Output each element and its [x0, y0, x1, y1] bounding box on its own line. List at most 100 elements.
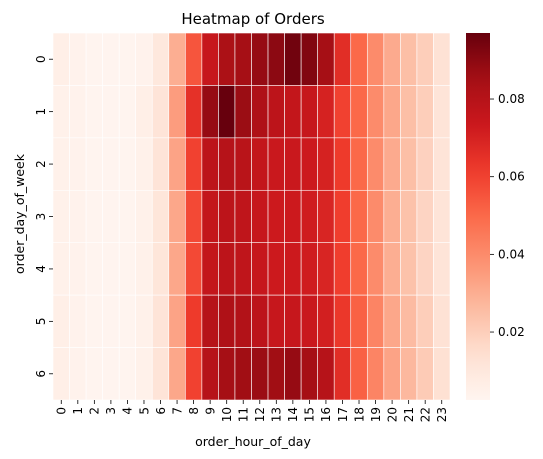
- heatmap-cell: [400, 137, 418, 191]
- x-tick-label: 11: [237, 407, 251, 422]
- heatmap-cell: [135, 242, 153, 296]
- heatmap-cell: [85, 32, 103, 86]
- heatmap-cell: [350, 294, 368, 348]
- heatmap-cell: [267, 189, 285, 244]
- heatmap-cell: [251, 242, 269, 296]
- heatmap-cell: [201, 242, 219, 296]
- heatmap-cell: [267, 347, 285, 401]
- heatmap-cells: [52, 32, 451, 401]
- heatmap-cell: [234, 85, 252, 139]
- heatmap-cell: [168, 347, 186, 401]
- heatmap-cell: [251, 32, 269, 86]
- heatmap-cell: [52, 32, 70, 86]
- heatmap-cell: [433, 242, 451, 296]
- x-tick-label: 15: [303, 407, 317, 422]
- heatmap-cell: [300, 137, 318, 191]
- heatmap-cell: [333, 85, 352, 139]
- heatmap-cell: [118, 347, 137, 401]
- heatmap-cell: [185, 294, 203, 348]
- heatmap-cell: [284, 32, 302, 86]
- heatmap-cell: [168, 294, 186, 348]
- heatmap-cell: [416, 189, 434, 244]
- heatmap-cell: [69, 32, 87, 86]
- heatmap-cell: [383, 85, 401, 139]
- x-tick-label: 8: [187, 407, 201, 415]
- heatmap-cell: [433, 294, 451, 348]
- heatmap-cell: [151, 189, 170, 244]
- heatmap-cell: [52, 137, 70, 191]
- heatmap-cell: [118, 242, 137, 296]
- heatmap-cell: [333, 347, 352, 401]
- heatmap-cell: [284, 347, 302, 401]
- colorbar-tick-label: 0.08: [498, 92, 525, 106]
- heatmap-cell: [300, 189, 318, 244]
- heatmap-cell: [350, 242, 368, 296]
- heatmap-cell: [267, 32, 285, 86]
- heatmap-cell: [102, 137, 120, 191]
- heatmap-cell: [118, 137, 137, 191]
- heatmap-cell: [433, 32, 451, 86]
- heatmap-cell: [317, 242, 335, 296]
- heatmap-cell: [102, 242, 120, 296]
- heatmap-cell: [102, 32, 120, 86]
- heatmap-cell: [151, 242, 170, 296]
- heatmap-cell: [383, 189, 401, 244]
- heatmap-cell: [185, 137, 203, 191]
- colorbar: [466, 33, 490, 400]
- y-tick-label: 3: [34, 213, 48, 221]
- heatmap-cell: [416, 294, 434, 348]
- heatmap-cell: [135, 85, 153, 139]
- heatmap-cell: [85, 137, 103, 191]
- heatmap-cell: [218, 32, 236, 86]
- heatmap-cell: [251, 294, 269, 348]
- heatmap-cell: [251, 137, 269, 191]
- heatmap-cell: [366, 85, 385, 139]
- colorbar-ticks: 0.02 0.04 0.06 0.08: [490, 92, 525, 339]
- heatmap-cell: [383, 242, 401, 296]
- x-tick-label: 9: [203, 407, 217, 415]
- heatmap-cell: [433, 189, 451, 244]
- x-tick-label: 19: [369, 407, 383, 422]
- heatmap-cell: [350, 85, 368, 139]
- heatmap-cell: [416, 242, 434, 296]
- x-tick-label: 7: [170, 407, 184, 415]
- colorbar-tick-label: 0.06: [498, 170, 525, 184]
- heatmap-cell: [151, 347, 170, 401]
- y-tick-label: 6: [34, 370, 48, 378]
- heatmap-cell: [300, 242, 318, 296]
- heatmap-cell: [218, 137, 236, 191]
- heatmap-cell: [433, 137, 451, 191]
- heatmap-cell: [366, 242, 385, 296]
- heatmap-cell: [284, 85, 302, 139]
- heatmap-cell: [383, 137, 401, 191]
- heatmap-cell: [317, 137, 335, 191]
- heatmap-cell: [151, 137, 170, 191]
- colorbar-tick-label: 0.04: [498, 247, 525, 261]
- y-tick-label: 5: [34, 318, 48, 326]
- heatmap-cell: [218, 85, 236, 139]
- heatmap-cell: [201, 137, 219, 191]
- heatmap-cell: [218, 189, 236, 244]
- heatmap-cell: [135, 137, 153, 191]
- heatmap-cell: [135, 294, 153, 348]
- heatmap-cell: [300, 294, 318, 348]
- heatmap-cell: [201, 32, 219, 86]
- heatmap-cell: [234, 32, 252, 86]
- heatmap-cell: [317, 85, 335, 139]
- heatmap-cell: [135, 347, 153, 401]
- heatmap-cell: [85, 347, 103, 401]
- heatmap-cell: [284, 137, 302, 191]
- heatmap-cell: [366, 137, 385, 191]
- heatmap-cell: [69, 189, 87, 244]
- heatmap-cell: [185, 189, 203, 244]
- heatmap-cell: [383, 294, 401, 348]
- heatmap-cell: [69, 242, 87, 296]
- x-tick-label: 2: [88, 407, 102, 415]
- heatmap-cell: [168, 189, 186, 244]
- heatmap-cell: [135, 189, 153, 244]
- heatmap-cell: [118, 294, 137, 348]
- heatmap-cell: [102, 347, 120, 401]
- heatmap-cell: [251, 85, 269, 139]
- heatmap-cell: [52, 242, 70, 296]
